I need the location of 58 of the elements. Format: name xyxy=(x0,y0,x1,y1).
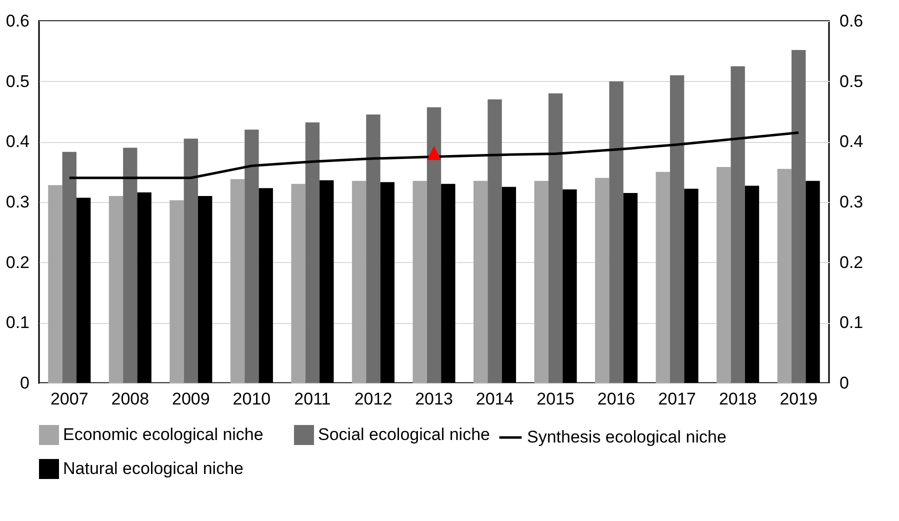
bar xyxy=(184,138,198,383)
bar xyxy=(244,130,259,383)
bar xyxy=(170,200,184,383)
x-tick-label: 2009 xyxy=(172,390,210,408)
legend-label: Synthesis ecological niche xyxy=(527,428,726,446)
bar xyxy=(534,180,548,383)
y-tick-label: 0.6 xyxy=(6,12,30,30)
y2-tick-label: 0.2 xyxy=(840,252,864,272)
bar xyxy=(291,184,306,383)
legend-label: Natural ecological niche xyxy=(63,459,244,478)
x-tick-label: 2008 xyxy=(111,390,150,408)
x-tick-label: 2016 xyxy=(597,390,636,408)
y2-tick-label: 0.6 xyxy=(840,12,864,30)
bar xyxy=(488,99,502,383)
y2-tick-label: 0.5 xyxy=(840,72,864,91)
x-tick-label: 2019 xyxy=(780,390,818,408)
y-tick-label: 0.4 xyxy=(6,132,30,152)
bar xyxy=(123,148,138,383)
y2-tick-label: 0.4 xyxy=(840,132,864,152)
x-tick-label: 2015 xyxy=(536,390,574,408)
bar xyxy=(426,107,442,383)
y-tick-label: 0.1 xyxy=(6,313,30,332)
bar xyxy=(670,75,684,383)
bar xyxy=(777,168,792,383)
bar xyxy=(62,152,76,383)
x-tick-label: 2017 xyxy=(658,390,696,408)
bar xyxy=(792,50,806,383)
y2-tick-label: 0 xyxy=(840,374,849,392)
bar xyxy=(412,180,427,383)
y2-tick-label: 0.3 xyxy=(840,192,864,212)
bar xyxy=(656,172,670,383)
bar xyxy=(548,93,563,383)
x-tick-label: 2010 xyxy=(232,390,271,408)
x-tick-label: 2011 xyxy=(294,390,331,408)
y-tick-label: 0.5 xyxy=(6,72,30,91)
bar xyxy=(352,180,366,383)
y2-tick-label: 0.1 xyxy=(840,313,864,332)
legend-label: Economic ecological niche xyxy=(63,425,264,444)
bar xyxy=(366,114,380,383)
legend-label: Social ecological niche xyxy=(318,425,490,444)
x-tick-label: 2014 xyxy=(476,390,514,408)
x-tick-label: 2013 xyxy=(415,390,453,408)
bar xyxy=(108,196,124,383)
bar xyxy=(730,66,745,383)
x-tick-label: 2007 xyxy=(50,390,88,408)
bar xyxy=(230,179,245,383)
line-series xyxy=(68,131,800,180)
bar xyxy=(48,185,62,383)
bar xyxy=(716,167,731,383)
bar xyxy=(305,122,320,383)
y-tick-label: 0.3 xyxy=(6,192,30,212)
x-tick-label: 2012 xyxy=(354,390,392,408)
y-tick-label: 0.2 xyxy=(6,252,30,272)
bar xyxy=(595,178,610,383)
y-tick-label: 0 xyxy=(20,374,30,392)
bar xyxy=(474,180,488,383)
bar xyxy=(609,81,624,383)
x-tick-label: 2018 xyxy=(718,390,757,408)
